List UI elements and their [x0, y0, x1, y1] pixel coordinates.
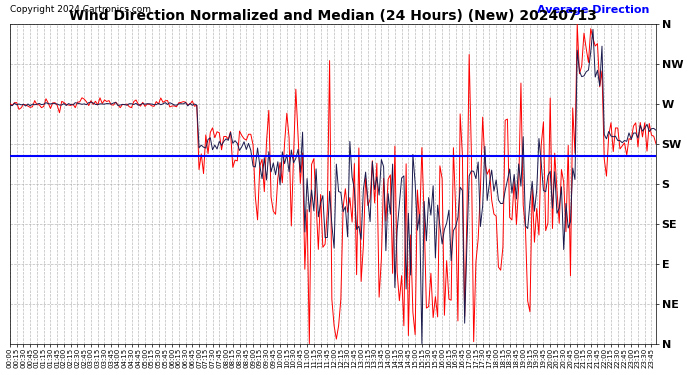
Text: Copyright 2024 Cartronics.com: Copyright 2024 Cartronics.com — [10, 5, 151, 14]
Title: Wind Direction Normalized and Median (24 Hours) (New) 20240713: Wind Direction Normalized and Median (24… — [69, 9, 597, 23]
Text: Average Direction: Average Direction — [537, 5, 649, 15]
